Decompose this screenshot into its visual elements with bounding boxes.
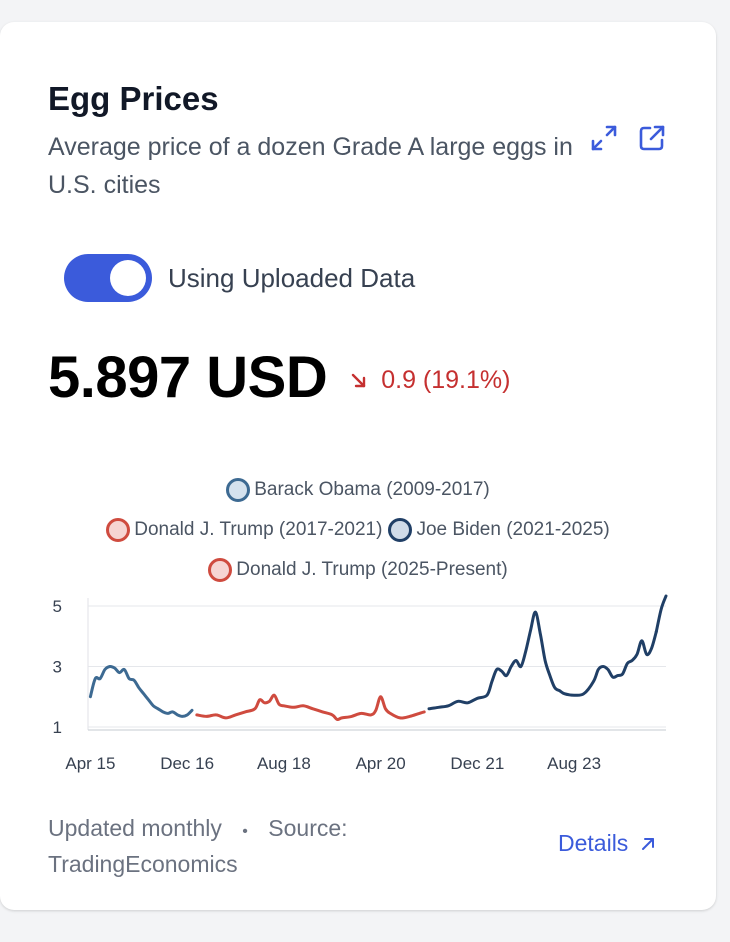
- series-line-2: [427, 610, 658, 711]
- arrow-down-right-icon: [352, 373, 366, 387]
- legend-item-trump-1[interactable]: Donald J. Trump (2017-2021): [106, 518, 382, 542]
- current-price: 5.897 USD: [48, 345, 328, 410]
- stat-row: 5.897 USD 0.9 (19.1%): [48, 344, 510, 411]
- legend-marker: [388, 518, 413, 542]
- open-external-button[interactable]: [636, 122, 668, 154]
- legend-item-obama[interactable]: Barack Obama (2009-2017): [226, 478, 490, 502]
- series-line-3: [654, 594, 668, 634]
- card-subtitle: Average price of a dozen Grade A large e…: [48, 133, 573, 199]
- footer-meta: Updated monthly • Source: TradingEconomi…: [48, 812, 408, 880]
- series-line-1: [195, 693, 426, 721]
- x-tick-label: Dec 16: [160, 754, 214, 773]
- legend-marker: [208, 558, 233, 582]
- series-line-0: [88, 664, 194, 718]
- source-label: Source:: [268, 815, 348, 841]
- expand-icon: [591, 125, 617, 151]
- footer-separator: •: [242, 823, 248, 840]
- chart-legend: Barack Obama (2009-2017) Donald J. Trump…: [0, 470, 716, 590]
- legend-label: Donald J. Trump (2025-Present): [236, 559, 508, 580]
- legend-label: Donald J. Trump (2017-2021): [134, 519, 383, 540]
- details-label: Details: [558, 830, 629, 856]
- data-source-toggle-row: Using Uploaded Data: [64, 254, 415, 302]
- toggle-knob: [110, 260, 146, 296]
- toggle-label: Using Uploaded Data: [168, 262, 416, 293]
- y-tick-label: 1: [53, 718, 62, 737]
- x-tick-label: Aug 18: [257, 754, 311, 773]
- egg-prices-card: Egg Prices Average price of a dozen Grad…: [0, 22, 716, 910]
- arrow-up-right-icon: [642, 837, 655, 850]
- y-tick-label: 5: [53, 597, 62, 616]
- legend-item-biden[interactable]: Joe Biden (2021-2025): [388, 518, 610, 542]
- x-tick-label: Apr 20: [356, 754, 406, 773]
- legend-marker: [226, 478, 251, 502]
- update-frequency: Updated monthly: [48, 815, 222, 841]
- legend-item-trump-2[interactable]: Donald J. Trump (2025-Present): [208, 558, 508, 582]
- card-title: Egg Prices: [48, 80, 219, 117]
- y-tick-label: 3: [53, 658, 62, 677]
- x-tick-label: Dec 21: [450, 754, 504, 773]
- legend-label: Joe Biden (2021-2025): [416, 519, 610, 540]
- x-tick-label: Apr 15: [65, 754, 115, 773]
- price-change: 0.9 (19.1%): [349, 360, 510, 395]
- details-link[interactable]: Details: [558, 830, 656, 857]
- legend-marker: [106, 518, 131, 542]
- expand-button[interactable]: [588, 122, 620, 154]
- legend-label: Barack Obama (2009-2017): [254, 479, 490, 500]
- x-tick-label: Aug 23: [547, 754, 601, 773]
- uploaded-data-toggle[interactable]: [64, 254, 152, 302]
- external-link-icon: [639, 125, 665, 151]
- source-name: TradingEconomics: [48, 851, 238, 877]
- price-change-value: 0.9 (19.1%): [381, 366, 511, 394]
- egg-price-line-chart: 1 3 5 Apr 15 Dec 16 Aug 18 Apr 20 Dec 21 Aug 23: [53, 594, 668, 773]
